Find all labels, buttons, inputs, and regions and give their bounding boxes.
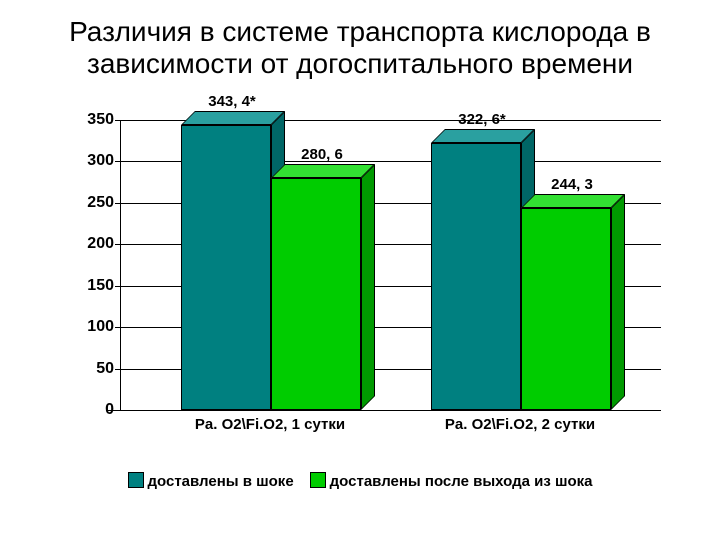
legend-label: доставлены после выхода из шока	[330, 473, 593, 490]
legend-label: доставлены в шоке	[148, 473, 294, 490]
bar-top	[521, 194, 625, 208]
bar-side	[611, 194, 625, 410]
legend-item: доставлены после выхода из шока	[310, 472, 593, 490]
bar-front	[431, 143, 521, 410]
y-tick-label: 300	[64, 152, 114, 170]
bar	[181, 125, 271, 410]
y-tick-label: 100	[64, 318, 114, 336]
x-axis-label: Pa. O2\Fi.O2, 2 сутки	[445, 416, 595, 433]
slide-title: Различия в системе транспорта кислорода …	[20, 16, 700, 80]
bar	[431, 143, 521, 410]
bar-chart: 050100150200250300350 Pa. O2\Fi.O2, 1 су…	[60, 120, 660, 490]
bar	[271, 178, 361, 410]
legend-swatch	[128, 472, 144, 488]
y-tick-label: 50	[64, 360, 114, 378]
legend-item: доставлены в шоке	[128, 472, 294, 490]
bar-value-label: 343, 4*	[208, 93, 256, 110]
bar-side	[361, 164, 375, 410]
slide: Различия в системе транспорта кислорода …	[0, 0, 720, 540]
bar	[521, 208, 611, 410]
bar-front	[271, 178, 361, 410]
plot-area	[120, 120, 661, 411]
bar-value-label: 322, 6*	[458, 111, 506, 128]
x-axis-label: Pa. O2\Fi.O2, 1 сутки	[195, 416, 345, 433]
bar-front	[521, 208, 611, 410]
bar-value-label: 280, 6	[301, 146, 343, 163]
legend: доставлены в шоке доставлены после выхода…	[60, 472, 660, 490]
bar-front	[181, 125, 271, 410]
legend-swatch	[310, 472, 326, 488]
y-tick-label: 250	[64, 194, 114, 212]
bar-value-label: 244, 3	[551, 176, 593, 193]
y-tick-label: 350	[64, 111, 114, 129]
bar-top	[181, 111, 285, 125]
bar-top	[271, 164, 375, 178]
y-tick-label: 200	[64, 235, 114, 253]
bar-top	[431, 129, 535, 143]
y-tick-label: 150	[64, 277, 114, 295]
